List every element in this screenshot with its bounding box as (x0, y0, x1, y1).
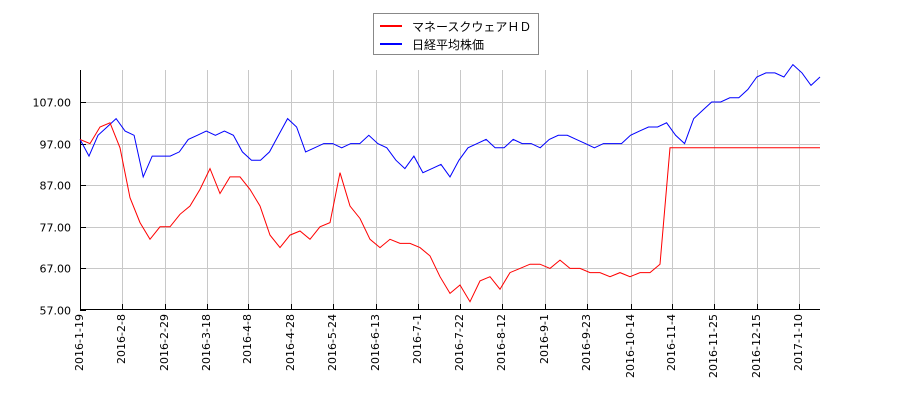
y-tick-label: 107.00 (32, 96, 72, 109)
legend-swatch-red (380, 25, 402, 27)
x-tick-label: 2016-12-15 (750, 314, 763, 378)
x-tick-label: 2016-10-14 (624, 314, 637, 378)
legend-item-nikkei: 日経平均株価 (380, 35, 484, 53)
x-tick-label: 2016-11-4 (665, 314, 678, 371)
x-tick-label: 2016-7-22 (453, 314, 466, 371)
legend-label: 日経平均株価 (412, 37, 485, 52)
x-tick-label: 2016-1-19 (73, 314, 86, 371)
x-tick-label: 2016-5-24 (326, 314, 339, 371)
x-tick-label: 2016-2-8 (115, 314, 128, 364)
legend-swatch-blue (380, 43, 402, 45)
x-tick-label: 2016-4-28 (284, 314, 297, 371)
chart-legend: マネースクウェアＨＤ 日経平均株価 (373, 13, 539, 55)
x-tick-label: 2016-9-1 (538, 314, 551, 364)
grid-lines (80, 70, 820, 310)
series-nikkei-line (79, 63, 821, 179)
series-money-square-line (79, 122, 820, 303)
x-tick-label: 2016-6-13 (369, 314, 382, 371)
x-tick-label: 2016-4-8 (241, 314, 254, 364)
x-tick-label: 2016-2-29 (158, 314, 171, 371)
x-tick-label: 2016-7-1 (411, 314, 424, 364)
x-tick-label: 2017-1-10 (792, 314, 805, 371)
y-tick-label: 77.00 (39, 221, 72, 234)
legend-label: マネースクウェアＨＤ (412, 19, 532, 34)
y-tick-label: 57.00 (39, 304, 72, 317)
x-tick-label: 2016-11-25 (707, 314, 720, 378)
legend-item-money-square: マネースクウェアＨＤ (380, 17, 531, 35)
x-tick-label: 2016-9-23 (580, 314, 593, 371)
y-tick-label: 97.00 (39, 138, 72, 151)
axes (80, 70, 820, 310)
x-tick-label: 2016-8-12 (495, 314, 508, 371)
tick-marks (80, 102, 800, 311)
x-tick-label: 2016-3-18 (200, 314, 213, 371)
y-tick-label: 67.00 (39, 262, 72, 275)
y-tick-label: 87.00 (39, 179, 72, 192)
